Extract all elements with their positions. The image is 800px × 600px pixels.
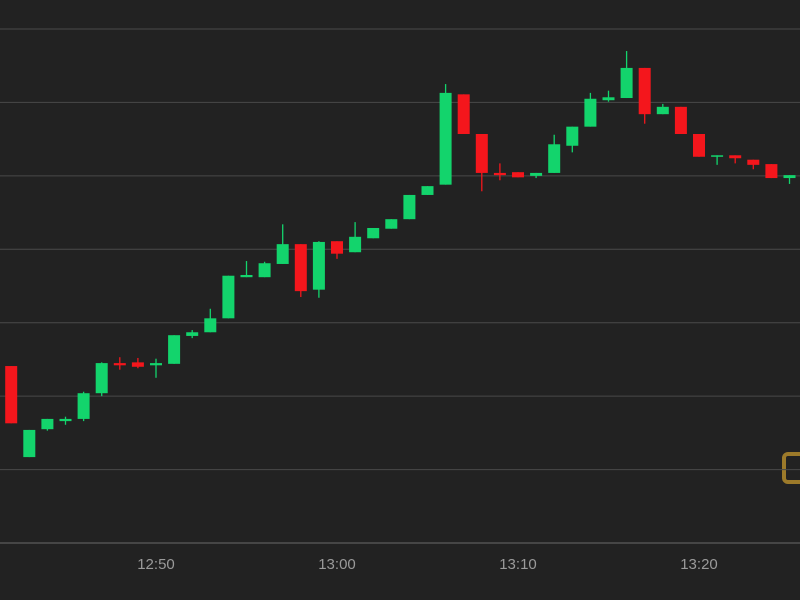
candle-body (674, 106, 687, 135)
candle-body (566, 126, 579, 146)
candle-body (95, 363, 108, 394)
candle-body (150, 363, 162, 366)
candle-body (186, 332, 199, 336)
candle-body (530, 172, 543, 176)
candle-body (439, 92, 452, 185)
candle-body (276, 244, 289, 264)
candle-body (711, 155, 724, 157)
candle-body (23, 429, 36, 458)
candle-body (403, 194, 416, 220)
candle-body (620, 67, 633, 99)
candle-body (367, 227, 380, 239)
candle-body (512, 172, 524, 178)
candle-body (475, 134, 488, 173)
x-tick-label: 12:50 (137, 556, 175, 573)
candle-body (41, 418, 54, 430)
candle-body (548, 144, 561, 173)
candle-body (294, 244, 307, 292)
candle-body (421, 186, 434, 195)
candle-body (312, 241, 325, 290)
x-tick-label: 13:10 (499, 556, 537, 573)
candle-body (783, 175, 796, 179)
candle-body (602, 97, 615, 101)
candle-body (331, 241, 343, 254)
candle-body (584, 98, 597, 127)
candle-body (693, 134, 705, 157)
candle-body (222, 275, 235, 319)
candle-body (204, 318, 217, 333)
watermark-icon (782, 452, 800, 484)
candle-body (258, 263, 271, 278)
candle-body (5, 366, 18, 424)
candle-body (240, 274, 253, 278)
candle-body (765, 164, 778, 179)
candle-body (493, 172, 506, 176)
candle-body (385, 219, 398, 229)
candle-body (729, 155, 742, 159)
candle-body (349, 236, 362, 253)
x-tick-label: 13:20 (680, 556, 718, 573)
candle-body (457, 94, 470, 135)
x-tick-label: 13:00 (318, 556, 356, 573)
candle-body (747, 159, 760, 165)
candle-body (131, 362, 144, 367)
candle-body (168, 335, 181, 364)
candle-body (59, 418, 72, 422)
candle-body (77, 393, 90, 419)
candle-body (656, 106, 669, 115)
candle-body (638, 67, 651, 115)
candle-body (113, 363, 126, 366)
